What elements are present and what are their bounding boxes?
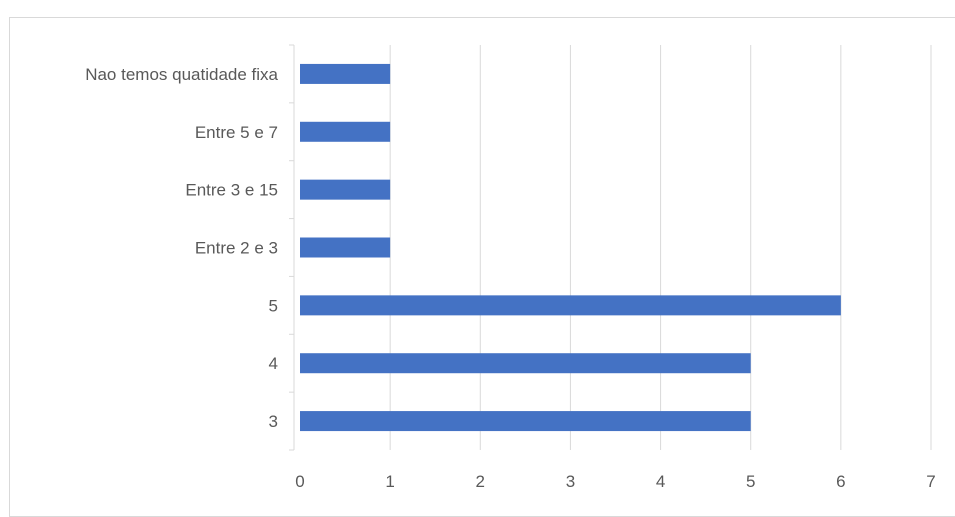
category-label: 4 bbox=[269, 354, 278, 373]
x-tick-label: 5 bbox=[746, 472, 755, 491]
x-tick-label: 6 bbox=[836, 472, 845, 491]
x-tick-label: 0 bbox=[295, 472, 304, 491]
x-tick-label: 4 bbox=[656, 472, 665, 491]
x-tick-label: 2 bbox=[476, 472, 485, 491]
bar bbox=[300, 121, 391, 142]
bar-chart: Nao temos quatidade fixa Entre 5 e 7 Entre… bbox=[85, 44, 936, 491]
value-axis-labels: 0 1 2 3 4 5 6 7 bbox=[295, 472, 935, 491]
bar bbox=[300, 411, 751, 432]
category-axis bbox=[289, 44, 295, 451]
bar bbox=[300, 295, 841, 316]
category-label: Nao temos quatidade fixa bbox=[85, 65, 278, 84]
bar bbox=[300, 237, 391, 258]
bar bbox=[300, 179, 391, 200]
bars bbox=[300, 63, 841, 432]
category-label: Entre 3 e 15 bbox=[185, 181, 278, 200]
x-tick-label: 1 bbox=[385, 472, 394, 491]
category-label: Entre 5 e 7 bbox=[195, 123, 278, 142]
category-labels: Nao temos quatidade fixa Entre 5 e 7 Entre… bbox=[85, 65, 278, 431]
bar bbox=[300, 353, 751, 374]
x-tick-label: 7 bbox=[926, 472, 935, 491]
category-label: 3 bbox=[269, 412, 278, 431]
chart-area bbox=[9, 17, 955, 517]
category-label: Entre 2 e 3 bbox=[195, 239, 278, 258]
category-label: 5 bbox=[269, 296, 278, 315]
gridlines bbox=[389, 45, 932, 450]
x-tick-label: 3 bbox=[566, 472, 575, 491]
bar bbox=[300, 63, 391, 84]
